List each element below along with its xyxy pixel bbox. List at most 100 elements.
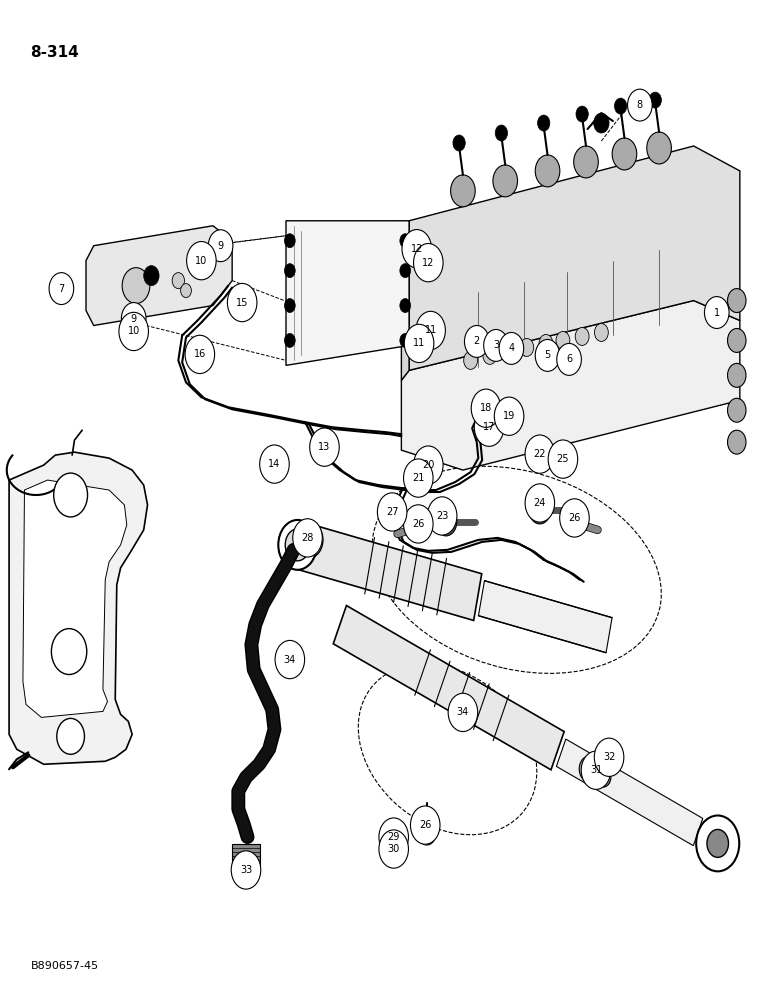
Text: 32: 32 [603, 752, 615, 762]
Circle shape [428, 497, 457, 535]
Circle shape [495, 414, 507, 430]
Circle shape [259, 445, 290, 483]
Circle shape [400, 234, 411, 248]
Circle shape [293, 519, 322, 557]
Circle shape [232, 851, 261, 889]
Text: 12: 12 [422, 258, 435, 268]
Circle shape [279, 520, 317, 570]
Circle shape [310, 428, 339, 466]
Circle shape [122, 268, 150, 304]
Circle shape [649, 92, 662, 108]
Circle shape [494, 397, 524, 435]
Circle shape [275, 640, 305, 679]
Text: 33: 33 [240, 865, 252, 875]
Text: 10: 10 [127, 326, 140, 336]
Polygon shape [477, 428, 490, 440]
Text: 1: 1 [713, 308, 720, 318]
Circle shape [449, 693, 478, 732]
Circle shape [495, 125, 507, 141]
Circle shape [529, 496, 550, 524]
Circle shape [727, 430, 746, 454]
Text: 8: 8 [637, 100, 643, 110]
Circle shape [548, 440, 577, 478]
Circle shape [560, 499, 589, 537]
Circle shape [187, 242, 216, 280]
Circle shape [409, 518, 425, 538]
Circle shape [484, 329, 508, 361]
Text: 30: 30 [388, 844, 400, 854]
Circle shape [418, 821, 436, 845]
Text: B890657-45: B890657-45 [31, 961, 99, 971]
Circle shape [49, 273, 73, 305]
Circle shape [581, 751, 611, 789]
Circle shape [284, 264, 295, 278]
Circle shape [379, 818, 408, 856]
Text: 6: 6 [566, 354, 572, 364]
Polygon shape [557, 739, 703, 846]
Circle shape [285, 529, 310, 561]
Circle shape [295, 522, 323, 558]
Polygon shape [23, 480, 127, 717]
Circle shape [594, 113, 609, 133]
Circle shape [499, 332, 523, 364]
Circle shape [647, 132, 672, 164]
Circle shape [119, 312, 148, 351]
Text: 14: 14 [269, 459, 280, 469]
Text: 29: 29 [388, 832, 400, 842]
Text: 21: 21 [412, 473, 425, 483]
Polygon shape [293, 522, 482, 620]
Circle shape [172, 273, 185, 289]
Circle shape [411, 806, 440, 844]
Circle shape [405, 324, 434, 363]
Circle shape [57, 718, 84, 754]
Circle shape [415, 469, 427, 485]
Circle shape [537, 115, 550, 131]
Polygon shape [479, 581, 612, 653]
Text: 24: 24 [533, 498, 546, 508]
Circle shape [594, 738, 624, 776]
Text: 13: 13 [318, 442, 330, 452]
Circle shape [414, 244, 443, 282]
Circle shape [54, 473, 87, 517]
Text: 34: 34 [457, 707, 469, 717]
Text: 7: 7 [58, 284, 65, 294]
Circle shape [402, 230, 432, 268]
Circle shape [727, 398, 746, 422]
Circle shape [453, 135, 466, 151]
Circle shape [185, 335, 215, 374]
Circle shape [404, 505, 433, 543]
Text: 16: 16 [194, 349, 206, 359]
Text: 5: 5 [544, 350, 550, 360]
Circle shape [474, 408, 504, 446]
Circle shape [705, 297, 729, 328]
Circle shape [576, 106, 588, 122]
Circle shape [464, 351, 478, 369]
Circle shape [378, 493, 407, 531]
Circle shape [595, 767, 611, 787]
Circle shape [476, 402, 484, 412]
Circle shape [615, 98, 627, 114]
Circle shape [435, 508, 457, 536]
Circle shape [144, 266, 159, 286]
Circle shape [535, 339, 560, 371]
Circle shape [416, 311, 445, 350]
Circle shape [382, 504, 402, 530]
Circle shape [400, 333, 411, 347]
Text: 4: 4 [508, 343, 514, 353]
Circle shape [696, 815, 740, 871]
Circle shape [525, 435, 554, 473]
Text: 11: 11 [413, 338, 425, 348]
Text: 26: 26 [412, 519, 425, 529]
Circle shape [594, 323, 608, 341]
Circle shape [556, 331, 570, 349]
Circle shape [557, 343, 581, 375]
Circle shape [707, 829, 729, 857]
Circle shape [121, 303, 146, 334]
Circle shape [500, 342, 514, 360]
Circle shape [628, 89, 652, 121]
Text: 26: 26 [568, 513, 581, 523]
Polygon shape [401, 221, 409, 380]
Text: 15: 15 [236, 298, 249, 308]
Polygon shape [409, 146, 740, 370]
Circle shape [550, 448, 568, 472]
